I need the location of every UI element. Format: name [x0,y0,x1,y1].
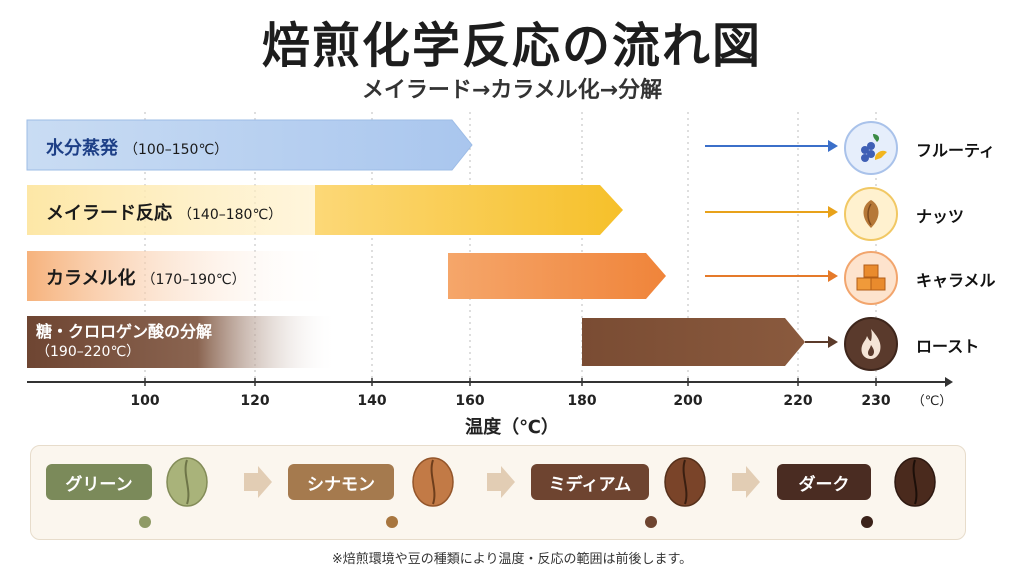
reaction-label-water: 水分蒸発 （100–150℃） [46,134,228,160]
axis-unit-label: （℃） [912,394,953,409]
reaction-label-caramel: カラメル化 （170–190℃） [46,264,246,290]
flavor-label-roast: ロースト [916,337,980,356]
reaction-range: （190–220℃） [36,344,141,360]
reaction-name: 糖・クロロゲン酸の分解 [36,322,213,341]
tick-label-140: 140 [357,393,386,409]
tick-label-220: 220 [783,393,812,409]
stage-medium: ミディアム [531,464,649,500]
reaction-range: （140–180℃） [178,207,283,223]
reaction-name: メイラード反応 [46,203,172,224]
reaction-name: 水分蒸発 [46,138,118,159]
bar-water-evaporation [26,119,473,171]
reaction-name: カラメル化 [46,268,136,289]
stage-arrow-2 [487,466,515,498]
reaction-label-maillard: メイラード反応 （140–180℃） [46,199,282,225]
bar-maillard-fade [27,185,327,235]
stage-dark: ダーク [777,464,871,500]
progress-dot-medium [645,516,657,528]
progress-dot-green [139,516,151,528]
stage-cinnamon: シナモン [288,464,394,500]
footnote: ※焙煎環境や豆の種類により温度・反応の範囲は前後します。 [331,552,693,567]
tick-label-100: 100 [130,393,159,409]
cinnamon-bean-icon [412,457,454,507]
tick-label-230: 230 [861,393,890,409]
stage-arrow-1 [244,466,272,498]
dark-bean-icon [894,457,936,507]
bar-caramel [448,253,666,299]
flavor-arrow-fruity [705,140,838,152]
stage-green: グリーン [46,464,152,500]
tick-label-180: 180 [567,393,596,409]
bar-maillard [315,185,623,235]
flavor-arrow-caramel [705,270,838,282]
temperature-axis-arrowhead [945,377,953,387]
tick-label-120: 120 [240,393,269,409]
page-title: 焙煎化学反応の流れ図 [261,18,762,74]
flame-icon [844,317,898,371]
bar-decomposition [582,318,805,366]
bar-decomposition-fade [27,316,337,368]
axis-title: 温度（℃） [465,417,559,438]
page-subtitle: メイラード→カラメル化→分解 [361,78,663,103]
fruit-icon [844,121,898,175]
reaction-flow-chart: 100 120 140 160 180 200 220 230 （℃） [26,112,953,409]
green-bean-icon [166,457,208,507]
flavor-label-fruity: フルーティ [916,141,996,160]
progress-dot-dark [861,516,873,528]
flavor-arrow-roast [805,336,838,348]
roast-progress-track [46,466,950,528]
flavor-label-nutty: ナッツ [916,207,965,226]
flavor-arrow-nutty [705,206,838,218]
caramel-cubes-icon [844,251,898,305]
progress-dot-cinnamon [386,516,398,528]
reaction-range: （170–190℃） [141,272,246,288]
flavor-label-caramel: キャラメル [916,271,996,290]
stage-arrow-3 [732,466,760,498]
reaction-label-decomposition: 糖・クロロゲン酸の分解 （190–220℃） [36,321,212,363]
almond-icon [844,187,898,241]
medium-bean-icon [664,457,706,507]
tick-label-200: 200 [673,393,702,409]
tick-label-160: 160 [455,393,484,409]
reaction-range: （100–150℃） [124,142,229,158]
bar-caramel-fade [27,251,337,301]
